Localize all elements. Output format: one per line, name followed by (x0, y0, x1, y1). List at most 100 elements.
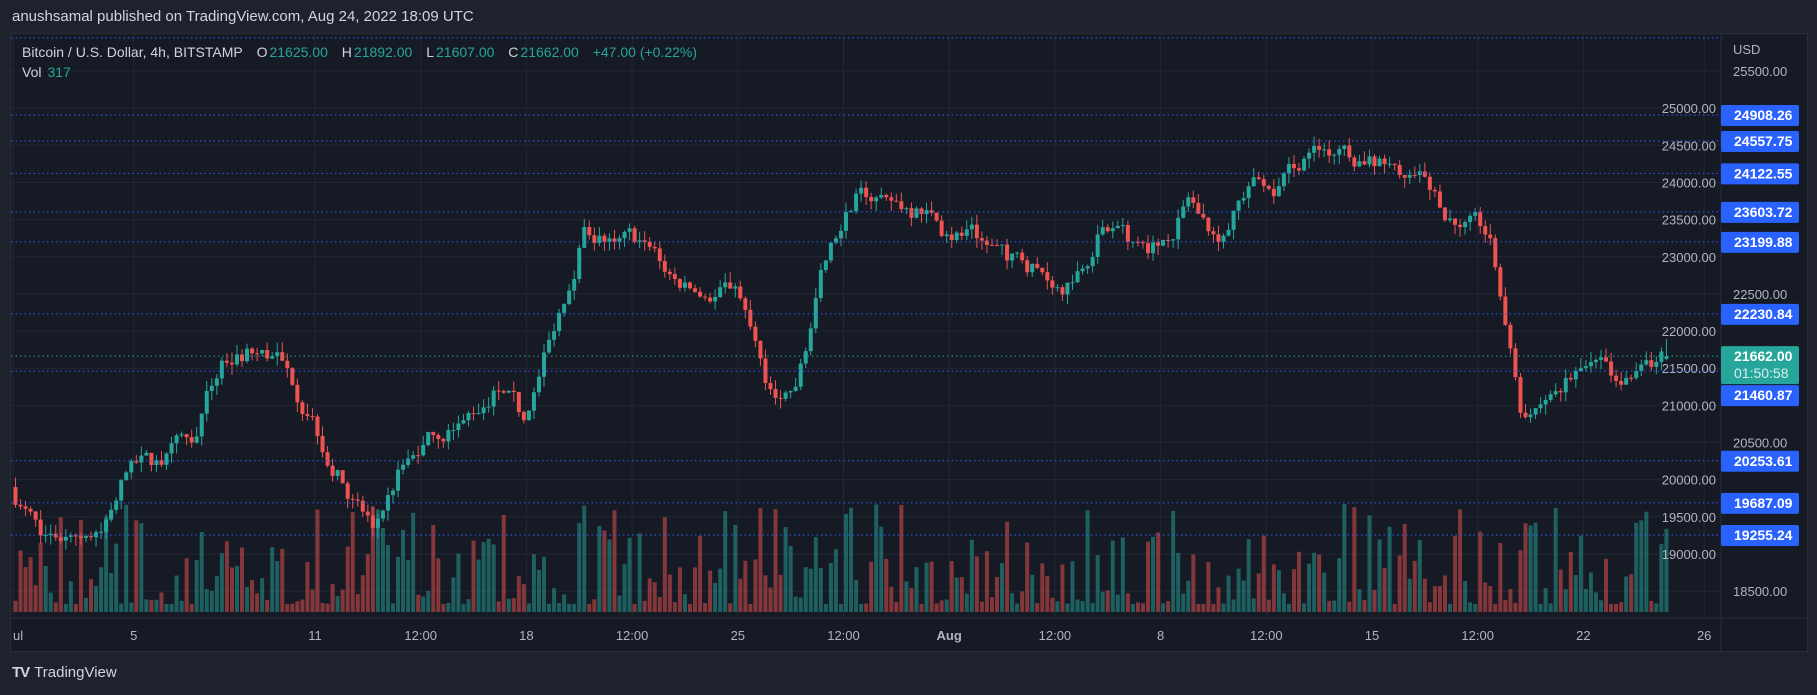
candle-body (385, 495, 390, 511)
candle (612, 229, 617, 250)
volume-bar (1120, 537, 1125, 612)
candle-body (365, 511, 370, 516)
candle-body (672, 274, 677, 280)
candle (1015, 251, 1020, 258)
candle-body (622, 231, 627, 239)
candle-body (1171, 239, 1176, 241)
candle-body (1125, 225, 1130, 242)
candle-body (859, 187, 864, 194)
candle-body (431, 431, 436, 436)
candle (365, 504, 370, 523)
candle-body (1246, 186, 1251, 199)
volume-bar (1644, 511, 1649, 612)
volume-bar (179, 600, 184, 612)
volume-bar (375, 509, 380, 612)
candle (562, 303, 567, 317)
volume-bar (1568, 552, 1573, 612)
currency-label: USD (1733, 42, 1761, 57)
candle-body (320, 436, 325, 453)
candle (662, 254, 667, 278)
candle (164, 452, 169, 470)
candle-body (733, 286, 738, 289)
level-label-bg (1721, 492, 1799, 514)
level-label-bg (1721, 201, 1799, 223)
candle (1171, 238, 1176, 248)
candle (1156, 238, 1161, 256)
volume-bar (1417, 539, 1422, 612)
volume-bars (13, 504, 1669, 612)
candle (713, 289, 718, 310)
candle-body (1573, 371, 1578, 380)
candle-body (13, 487, 18, 505)
candle-body (1095, 234, 1100, 258)
candle (1005, 238, 1010, 270)
volume-bar (1583, 589, 1588, 612)
candle (375, 513, 380, 538)
candle-body (1020, 252, 1025, 261)
candle (1231, 210, 1236, 240)
candle-body (1659, 351, 1664, 362)
volume-bar (461, 603, 466, 612)
candle-body (1085, 266, 1090, 269)
volume-bar (516, 576, 521, 612)
candle-body (1090, 257, 1095, 267)
volume-bar (315, 509, 320, 612)
candle (451, 422, 456, 441)
volume-bar (426, 590, 431, 612)
candle-body (154, 460, 159, 465)
low-value: 21607.00 (436, 44, 495, 60)
volume-bar (68, 581, 73, 612)
candle (733, 283, 738, 298)
candle-body (174, 435, 179, 444)
volume-bar (869, 561, 874, 612)
candle-body (1221, 235, 1226, 242)
candle (174, 433, 179, 454)
candle-body (360, 500, 365, 512)
volume-bar (924, 562, 929, 612)
footer-brand[interactable]: TV TradingView (12, 664, 117, 681)
candle (592, 227, 597, 251)
candle (944, 230, 949, 243)
candle (1176, 209, 1181, 250)
candle-body (1533, 408, 1538, 415)
chart-frame[interactable] (10, 33, 1808, 652)
volume-bar (1412, 560, 1417, 612)
candle (114, 497, 119, 514)
candle (682, 275, 687, 292)
volume-bar (1231, 599, 1236, 612)
volume-bar (265, 599, 270, 612)
volume-bar (1458, 509, 1463, 612)
candle-body (496, 390, 501, 392)
candle-body (1392, 163, 1397, 165)
volume-bar (1005, 521, 1010, 612)
candle (995, 239, 999, 247)
volume-bar (1201, 603, 1206, 612)
candle (260, 349, 265, 357)
candle (401, 459, 406, 475)
volume-bar (672, 602, 677, 612)
price-tick-label: 24500.00 (1662, 138, 1716, 153)
volume-bar (667, 574, 672, 612)
level-label: 22230.84 (1734, 306, 1793, 322)
candle (703, 293, 708, 301)
candle (1025, 256, 1030, 277)
candle (1055, 283, 1060, 292)
candle (1528, 408, 1533, 423)
volume-bar (194, 560, 199, 612)
volume-bar (1312, 552, 1317, 612)
candle-body (838, 230, 843, 239)
candle-body (63, 536, 68, 541)
volume-bar (1065, 603, 1070, 612)
candle-body (662, 261, 667, 272)
candle (1246, 181, 1251, 209)
volume-bar (1357, 589, 1362, 612)
volume-bar (1508, 589, 1513, 612)
candle-body (1558, 391, 1563, 393)
candle (1478, 206, 1483, 234)
volume-bar (436, 558, 441, 612)
candle (904, 206, 909, 215)
volume-bar (496, 601, 501, 612)
candle-body (617, 238, 622, 242)
candle (360, 495, 365, 517)
